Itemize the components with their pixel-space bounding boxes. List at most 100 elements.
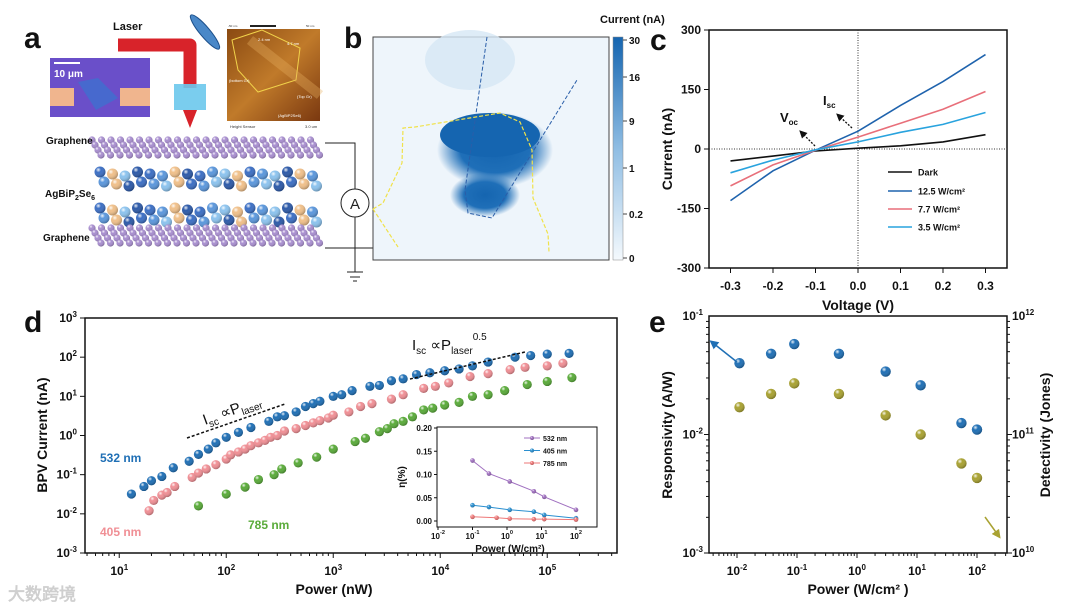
crystal-atom — [232, 206, 243, 218]
isc-arrow — [836, 113, 853, 129]
afm-scale: 3.0 um — [305, 124, 318, 129]
data-point-405-nm — [419, 383, 429, 393]
y-axis-label: Responsivity (A/W) — [659, 371, 675, 499]
tick-exponent: 4 — [445, 563, 450, 572]
y-tick-label: 10-1 — [683, 308, 704, 323]
graphene-atom — [296, 151, 305, 159]
graphene-atom — [144, 239, 153, 247]
data-point-responsivity — [789, 338, 800, 350]
graphene-atom — [306, 239, 314, 247]
y-tick-label: 10-2 — [683, 427, 704, 442]
panel-e: e 10-2 10-1 100 101 10210-310-210-1101010111… — [649, 306, 1053, 597]
inset-x-axis-label: Power (W/cm²) — [475, 544, 544, 555]
tick-exponent: -1 — [696, 308, 704, 317]
tick-exponent: 12 — [1025, 308, 1034, 317]
tick-base: 10 — [787, 564, 801, 578]
data-point-532-nm — [386, 376, 397, 386]
objective-lens — [174, 84, 206, 110]
x-axis-label: Voltage (V) — [822, 297, 894, 313]
crystal-atom — [261, 178, 272, 190]
data-point-532-nm — [211, 438, 221, 448]
crystal-atom — [119, 170, 131, 182]
data-point-405-nm — [444, 378, 454, 388]
layer-label-graphene-top: Graphene — [46, 136, 93, 147]
data-point-405-nm — [291, 424, 301, 434]
x-tick-label: 104 — [431, 563, 449, 578]
graphene-atom — [201, 151, 210, 159]
inset-y-tick-label: 0.20 — [416, 424, 432, 433]
data-point-detectivity — [833, 388, 845, 400]
y-tick-label: 100 — [59, 428, 77, 443]
data-point-532-nm — [157, 471, 167, 482]
legend-label: 785 nm — [543, 461, 567, 468]
data-point-785-nm — [567, 373, 577, 383]
right-axis-arrow-icon — [984, 516, 1001, 539]
crystal-atom — [248, 176, 260, 188]
crystal-atom — [119, 206, 131, 218]
graphene-atom — [258, 151, 267, 159]
legend-label: Dark — [918, 168, 939, 178]
y-tick-label: 0 — [694, 142, 701, 156]
plot-frame — [708, 315, 1008, 554]
y2-axis-label: Detectivity (Jones) — [1037, 373, 1053, 497]
inset-data-point — [486, 504, 492, 510]
tick-base: 10 — [968, 564, 982, 578]
colorbar-tick-label: 9 — [629, 117, 635, 128]
data-point-532-nm — [328, 391, 338, 401]
tick-exponent: -2 — [696, 427, 704, 436]
data-point-responsivity — [956, 417, 967, 429]
y2-tick-label: 1010 — [1012, 545, 1035, 560]
crystal-atom — [186, 214, 197, 226]
x-tick-label: 10-1 — [787, 563, 808, 578]
data-point-405-nm — [315, 416, 325, 426]
data-point-532-nm — [221, 432, 231, 442]
afm-step-2: 4.7 nm — [287, 41, 300, 46]
data-point-405-nm — [520, 362, 530, 372]
crystal-atom — [244, 202, 256, 214]
tick-exponent: 11 — [1025, 427, 1034, 436]
series-line-2 — [730, 90, 986, 187]
y-tick-label: 10-1 — [57, 467, 78, 482]
inset-series-line — [472, 504, 577, 519]
tick-exponent: 10 — [1025, 545, 1034, 554]
x-tick-label: 101 — [908, 563, 926, 578]
tick-exponent: 2 — [231, 563, 236, 572]
crystal-atom — [294, 168, 306, 180]
inset-data-point — [494, 515, 499, 521]
afm-crystal-label: (AgBiP2Se6) — [278, 113, 302, 118]
crystal-atom — [123, 180, 135, 192]
data-point-532-nm — [233, 427, 244, 437]
data-point-detectivity — [734, 401, 745, 413]
data-point-405-nm — [505, 365, 515, 375]
inset-y-axis-label: η(%) — [397, 466, 408, 488]
crystal-atom — [136, 176, 147, 188]
data-point-405-nm — [201, 464, 211, 474]
tick-exponent: -3 — [70, 545, 78, 554]
y-tick-label: 101 — [59, 388, 77, 403]
data-point-405-nm — [211, 460, 221, 470]
y2-tick-label: 1012 — [1012, 308, 1035, 323]
crystal-atom — [144, 204, 156, 216]
crystal-atom — [132, 166, 143, 178]
graphene-atom — [154, 151, 162, 159]
data-point-785-nm — [389, 419, 399, 429]
crystal-atom — [94, 202, 106, 214]
colorbar — [612, 36, 624, 261]
crystal-atom — [173, 212, 185, 224]
graphene-atom — [230, 151, 238, 159]
tick-exponent: -2 — [70, 506, 78, 515]
crystal-atom — [298, 178, 310, 190]
crystal-atom — [198, 180, 210, 192]
graphene-atom — [277, 151, 286, 159]
data-point-405-nm — [355, 401, 366, 412]
crystal-atom — [307, 206, 318, 218]
x-tick-label: 0.1 — [892, 279, 909, 293]
legend-label: 532 nm — [543, 436, 567, 443]
graphene-atom — [163, 151, 172, 159]
panel-c: c -0.3 -0.2 -0.1 0.0 0.1 0.2 0.3 -300 -150 0 150 30… — [650, 23, 1008, 313]
crystal-atom — [169, 202, 181, 214]
tick-exponent: 0 — [861, 563, 866, 572]
tick-base: 10 — [110, 564, 124, 578]
graphene-atom — [192, 239, 200, 247]
graphene-atom — [173, 151, 181, 159]
